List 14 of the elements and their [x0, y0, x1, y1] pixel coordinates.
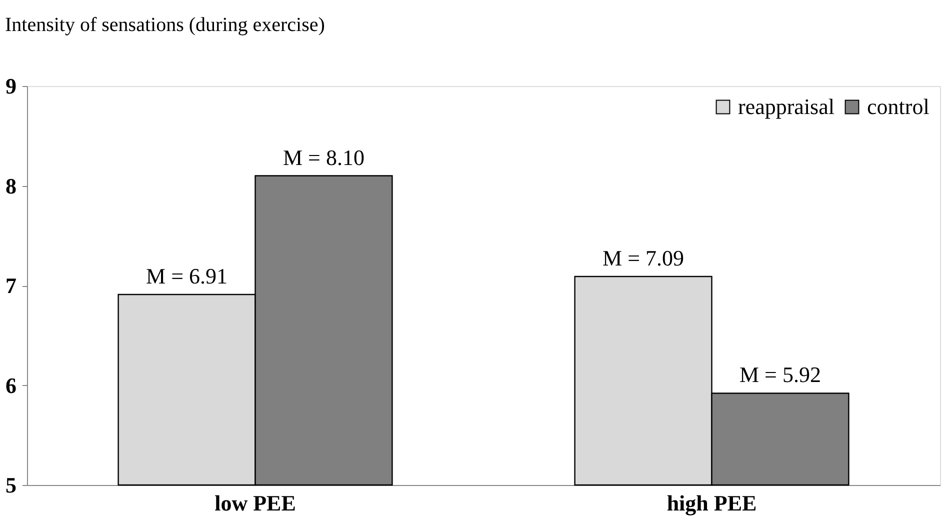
legend-label: reappraisal [738, 94, 834, 119]
data-label: M = 6.91 [146, 263, 228, 288]
chart-title: Intensity of sensations (during exercise) [5, 14, 325, 36]
y-tick-label: 6 [6, 372, 16, 398]
y-tick-label: 9 [6, 74, 16, 98]
data-label: M = 5.92 [739, 362, 821, 388]
data-label: M = 7.09 [602, 246, 684, 271]
y-tick-label: 7 [6, 273, 16, 298]
data-label: M = 8.10 [282, 144, 364, 170]
y-tick-label: 5 [6, 472, 16, 498]
y-tick-label: 8 [6, 173, 16, 198]
x-tick-label: low PEE [214, 490, 296, 516]
legend-label: control [867, 94, 930, 119]
x-tick-label: high PEE [666, 490, 757, 516]
